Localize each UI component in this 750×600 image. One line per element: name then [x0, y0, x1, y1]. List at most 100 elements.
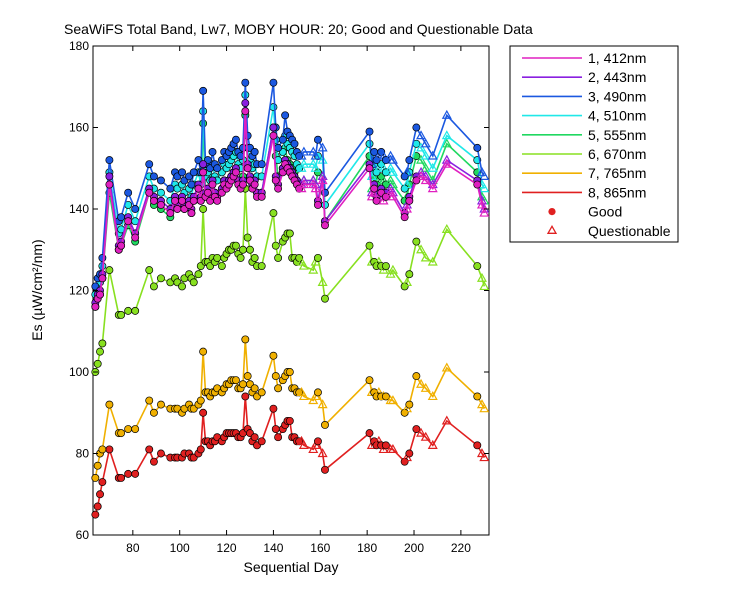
point-good	[405, 196, 414, 205]
point-questionable	[387, 443, 398, 454]
legend-label: 1, 412nm	[588, 50, 646, 66]
x-tick-label: 200	[404, 541, 424, 555]
point-good	[166, 209, 175, 218]
point-good	[217, 262, 226, 270]
y-tick-label: 140	[69, 202, 89, 216]
point-questionable	[427, 439, 438, 449]
point-questionable	[317, 175, 328, 185]
point-good	[372, 156, 381, 165]
series-8	[91, 392, 490, 519]
point-good	[400, 457, 409, 466]
point-good	[274, 384, 283, 393]
point-questionable	[298, 439, 309, 449]
point-good	[196, 396, 205, 405]
point-questionable	[298, 179, 309, 189]
point-good	[178, 196, 186, 205]
point-good	[131, 306, 140, 315]
point-good	[365, 429, 374, 438]
legend: 1, 412nm 2, 443nm 3, 490nm 4, 510nm 5, 555nm…	[509, 45, 679, 243]
point-good	[178, 282, 186, 291]
legend-label: 4, 510nm	[588, 108, 646, 124]
point-questionable	[441, 415, 452, 425]
point-good	[149, 172, 158, 181]
point-questionable	[366, 191, 377, 201]
legend-box	[509, 45, 679, 243]
point-good	[93, 502, 102, 511]
point-good	[370, 184, 379, 193]
point-questionable	[420, 252, 431, 262]
point-good	[257, 160, 266, 169]
point-questionable	[420, 150, 431, 160]
point-good	[157, 188, 165, 197]
point-questionable	[310, 150, 321, 160]
point-good	[473, 392, 482, 401]
point-good	[157, 176, 165, 185]
point-good	[203, 188, 212, 197]
point-good	[239, 143, 247, 152]
point-good	[243, 164, 252, 173]
point-good	[93, 461, 102, 470]
point-good	[96, 347, 104, 356]
series-3	[91, 78, 490, 291]
point-good	[400, 213, 409, 222]
point-good	[381, 262, 390, 270]
point-questionable	[387, 191, 398, 201]
point-good	[241, 392, 250, 401]
point-good	[250, 253, 259, 262]
point-questionable	[441, 362, 452, 372]
point-questionable	[416, 166, 427, 176]
point-good	[166, 184, 175, 193]
legend-label: 2, 443nm	[588, 69, 646, 85]
point-good	[243, 233, 252, 242]
point-good	[105, 400, 114, 409]
point-good	[269, 123, 278, 132]
point-good	[405, 400, 414, 409]
point-questionable	[317, 399, 328, 409]
series-line-6	[94, 188, 486, 373]
point-questionable	[441, 154, 452, 164]
point-questionable	[387, 264, 398, 274]
point-questionable	[427, 256, 438, 266]
point-questionable	[387, 166, 398, 176]
point-good	[321, 294, 329, 303]
point-good	[313, 253, 322, 262]
point-good	[124, 425, 133, 433]
point-good	[117, 213, 126, 222]
point-questionable	[416, 378, 427, 388]
point-good	[250, 384, 259, 393]
point-good	[105, 266, 114, 275]
point-good	[239, 245, 247, 254]
legend-item: 8, 865nm	[522, 184, 646, 200]
point-questionable	[298, 175, 309, 185]
point-good	[157, 274, 165, 283]
point-good	[208, 147, 217, 156]
point-good	[250, 147, 259, 156]
point-good	[370, 147, 379, 156]
point-questionable	[416, 170, 427, 180]
point-questionable	[420, 382, 431, 392]
legend-item: 2, 443nm	[522, 69, 646, 85]
point-good	[157, 400, 165, 409]
point-good	[149, 196, 158, 205]
point-good	[281, 111, 290, 120]
point-good	[145, 445, 154, 454]
point-good	[105, 156, 114, 165]
point-good	[405, 449, 414, 458]
point-good	[91, 510, 100, 519]
legend-item: 7, 765nm	[522, 165, 646, 181]
y-tick-label: 100	[69, 365, 89, 379]
point-good	[241, 78, 250, 87]
series-6	[91, 184, 490, 376]
x-tick-label: 160	[310, 541, 330, 555]
point-good	[269, 351, 278, 360]
point-good	[274, 184, 283, 193]
point-good	[313, 437, 322, 446]
point-good	[239, 180, 247, 189]
x-axis-label: Sequential Day	[244, 559, 339, 575]
point-good	[274, 143, 283, 152]
point-good	[372, 196, 381, 205]
point-good	[194, 184, 203, 193]
point-questionable	[298, 260, 309, 270]
point-questionable	[427, 150, 438, 160]
axis-ticks: 80 100 120 140 160 180 200 220 60 80 100 120 140 160 1…	[69, 39, 489, 555]
